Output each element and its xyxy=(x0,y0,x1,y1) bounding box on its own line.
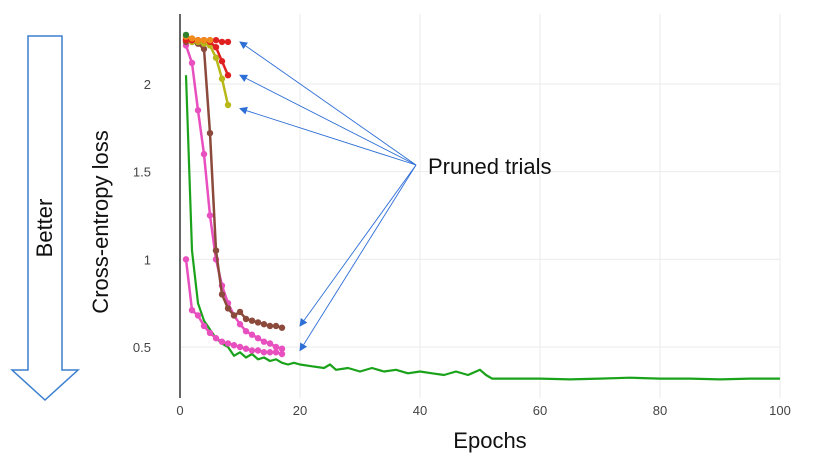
x-tick-label: 40 xyxy=(413,403,427,418)
data-point xyxy=(236,308,244,316)
data-point xyxy=(188,35,196,42)
data-point xyxy=(188,59,196,67)
annotation-arrow xyxy=(299,164,417,327)
data-point xyxy=(278,324,286,331)
series-3 xyxy=(182,38,286,331)
grid xyxy=(180,14,781,398)
data-point xyxy=(218,38,226,46)
data-point xyxy=(260,338,268,345)
x-axis-title: Epochs xyxy=(453,428,526,453)
y-tick-label: 0.5 xyxy=(133,340,151,355)
data-point xyxy=(212,54,220,61)
annotation-arrows xyxy=(239,41,417,352)
data-point xyxy=(182,256,190,263)
data-point xyxy=(230,342,238,349)
data-point xyxy=(194,36,202,44)
data-point xyxy=(278,350,286,358)
data-point xyxy=(254,347,262,354)
data-point xyxy=(224,340,232,347)
series-line xyxy=(184,75,780,381)
series-2 xyxy=(182,256,286,358)
series-line xyxy=(186,40,283,329)
data-point xyxy=(248,347,256,354)
data-point xyxy=(200,36,208,44)
y-tick-label: 1.5 xyxy=(133,165,151,180)
x-tick-label: 20 xyxy=(293,403,307,418)
data-point xyxy=(218,75,226,82)
data-point xyxy=(206,129,214,137)
data-point xyxy=(254,335,262,342)
data-point xyxy=(266,340,274,347)
data-point xyxy=(242,328,250,335)
data-point xyxy=(236,321,244,328)
data-point xyxy=(224,305,232,312)
y-axis-title: Cross-entropy loss xyxy=(88,130,113,313)
annotation-arrow xyxy=(299,164,417,352)
data-point xyxy=(212,247,220,254)
data-point xyxy=(218,291,226,298)
series-8 xyxy=(182,31,190,39)
annotation-arrow xyxy=(239,106,417,166)
annotation-arrow xyxy=(239,74,417,166)
data-point xyxy=(266,322,274,330)
data-point xyxy=(224,101,232,109)
data-point xyxy=(194,107,202,114)
series-0 xyxy=(184,75,780,381)
better-arrow: Better xyxy=(10,35,80,402)
y-tick-label: 1 xyxy=(144,252,151,267)
data-point xyxy=(272,322,280,330)
better-label: Better xyxy=(32,199,57,258)
x-tick-labels: 0 20 40 60 80 100 xyxy=(176,403,790,418)
data-point xyxy=(242,315,250,323)
data-point xyxy=(212,43,220,51)
data-point xyxy=(260,321,268,328)
data-point xyxy=(218,338,226,345)
x-tick-label: 100 xyxy=(769,403,791,418)
y-tick-labels: 0.5 1 1.5 2 xyxy=(133,77,151,355)
pruned-trials-annotation: Pruned trials xyxy=(428,154,552,179)
data-point xyxy=(230,312,238,319)
x-tick-label: 0 xyxy=(176,403,183,418)
y-tick-label: 2 xyxy=(144,77,151,92)
x-tick-label: 80 xyxy=(653,403,667,418)
data-point xyxy=(194,312,202,319)
data-point xyxy=(212,36,220,44)
data-point xyxy=(272,343,280,351)
data-point xyxy=(188,306,196,314)
data-point xyxy=(266,349,274,356)
data-point xyxy=(212,335,220,342)
data-point xyxy=(254,319,262,326)
data-point xyxy=(200,150,208,158)
annotation-arrow xyxy=(239,41,417,166)
series-group xyxy=(182,31,780,381)
data-point xyxy=(278,345,286,352)
x-tick-label: 60 xyxy=(533,403,547,418)
data-point xyxy=(224,72,232,79)
series-line xyxy=(184,44,283,350)
data-point xyxy=(260,349,268,356)
data-point xyxy=(224,38,232,46)
data-point xyxy=(206,212,214,219)
series-line xyxy=(184,259,283,356)
data-point xyxy=(218,58,226,65)
data-point xyxy=(242,345,250,352)
data-point xyxy=(248,317,256,324)
data-point xyxy=(200,322,208,330)
data-point xyxy=(206,36,214,44)
data-point xyxy=(248,331,256,338)
data-point xyxy=(236,343,244,351)
data-point xyxy=(200,45,208,53)
data-point xyxy=(272,349,280,356)
data-point xyxy=(206,329,214,337)
data-point xyxy=(182,31,190,39)
